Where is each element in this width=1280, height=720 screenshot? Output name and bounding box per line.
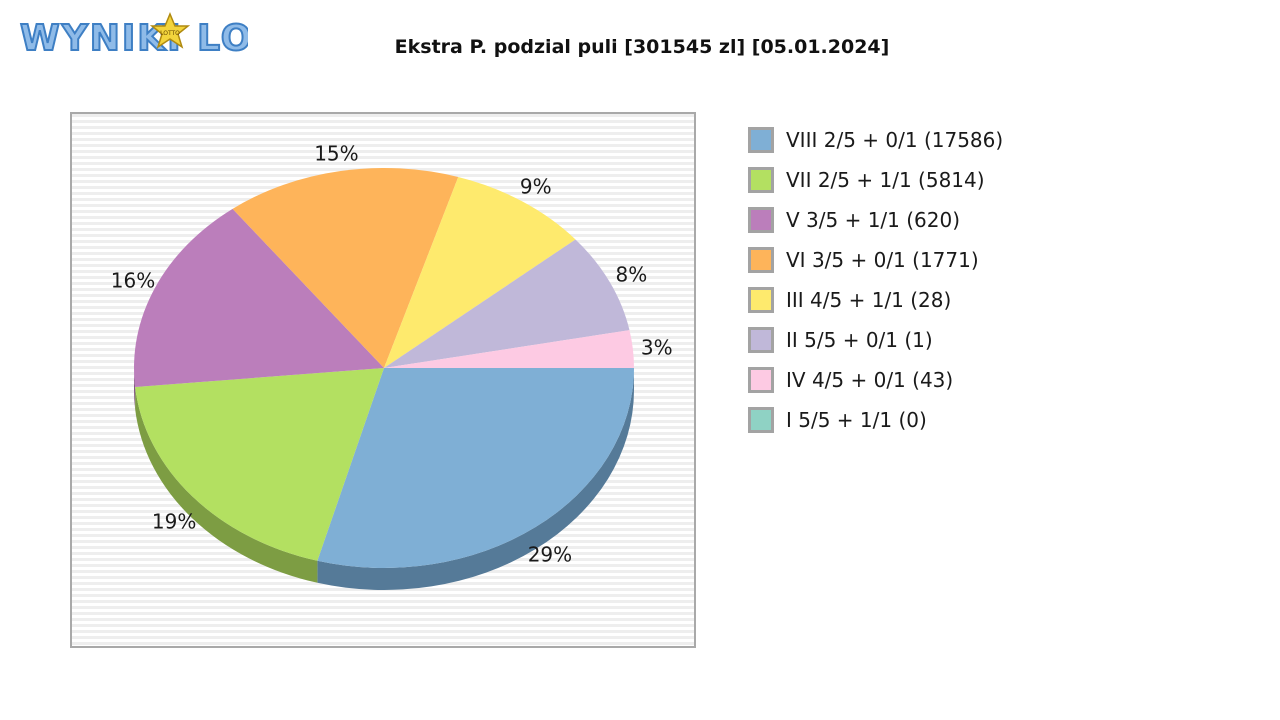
pie-slice-0 [317,368,634,568]
pie-slice-side-0 [317,368,634,590]
pie-slice-label-5: 8% [616,262,648,286]
legend-swatch-3 [748,247,774,273]
legend-swatch-1 [748,167,774,193]
legend-item-1: VII 2/5 + 1/1 (5814) [748,160,1003,200]
pie-slice-4 [384,177,576,368]
pie-chart: 29% 19% 16% 15% 9% 8% 3% [111,141,673,590]
legend-label-7: I 5/5 + 1/1 (0) [786,408,927,432]
pie-slice-label-3: 15% [314,141,358,165]
pie-slice-label-2: 16% [111,269,155,293]
legend-swatch-0 [748,127,774,153]
legend-swatch-5 [748,327,774,353]
legend-item-4: III 4/5 + 1/1 (28) [748,280,1003,320]
pie-plot-area: 29% 19% 16% 15% 9% 8% 3% [70,112,696,648]
legend-item-3: VI 3/5 + 0/1 (1771) [748,240,1003,280]
pie-slice-label-0: 29% [528,543,572,567]
pie-slice-3 [232,168,459,368]
legend-swatch-7 [748,407,774,433]
legend-item-0: VIII 2/5 + 0/1 (17586) [748,120,1003,160]
pie-slice-side-2 [134,368,136,410]
pie-slice-1 [135,368,384,561]
legend-label-2: V 3/5 + 1/1 (620) [786,208,961,232]
chart-title: Ekstra P. podzial puli [301545 zl] [05.0… [394,36,890,58]
pie-slice-2 [134,208,384,388]
legend-label-5: II 5/5 + 0/1 (1) [786,328,933,352]
legend-swatch-4 [748,287,774,313]
pie-slice-5 [384,239,630,368]
svg-text:LOTTO: LOTTO [160,30,180,37]
legend-item-7: I 5/5 + 1/1 (0) [748,400,1003,440]
pie-slice-label-4: 9% [520,174,552,198]
legend-label-6: IV 4/5 + 0/1 (43) [786,368,954,392]
pie-slice-label-1: 19% [152,509,196,533]
legend-label-3: VI 3/5 + 0/1 (1771) [786,248,979,272]
legend-label-1: VII 2/5 + 1/1 (5814) [786,168,985,192]
pie-slice-6 [384,330,634,368]
pie-slice-side-1 [135,387,318,583]
legend-swatch-2 [748,207,774,233]
legend-label-4: III 4/5 + 1/1 (28) [786,288,952,312]
pie-slice-label-6: 3% [641,335,673,359]
legend-item-6: IV 4/5 + 0/1 (43) [748,360,1003,400]
legend: VIII 2/5 + 0/1 (17586) VII 2/5 + 1/1 (581… [748,120,1003,440]
legend-swatch-6 [748,367,774,393]
legend-item-5: II 5/5 + 0/1 (1) [748,320,1003,360]
legend-item-2: V 3/5 + 1/1 (620) [748,200,1003,240]
legend-label-0: VIII 2/5 + 0/1 (17586) [786,128,1004,152]
